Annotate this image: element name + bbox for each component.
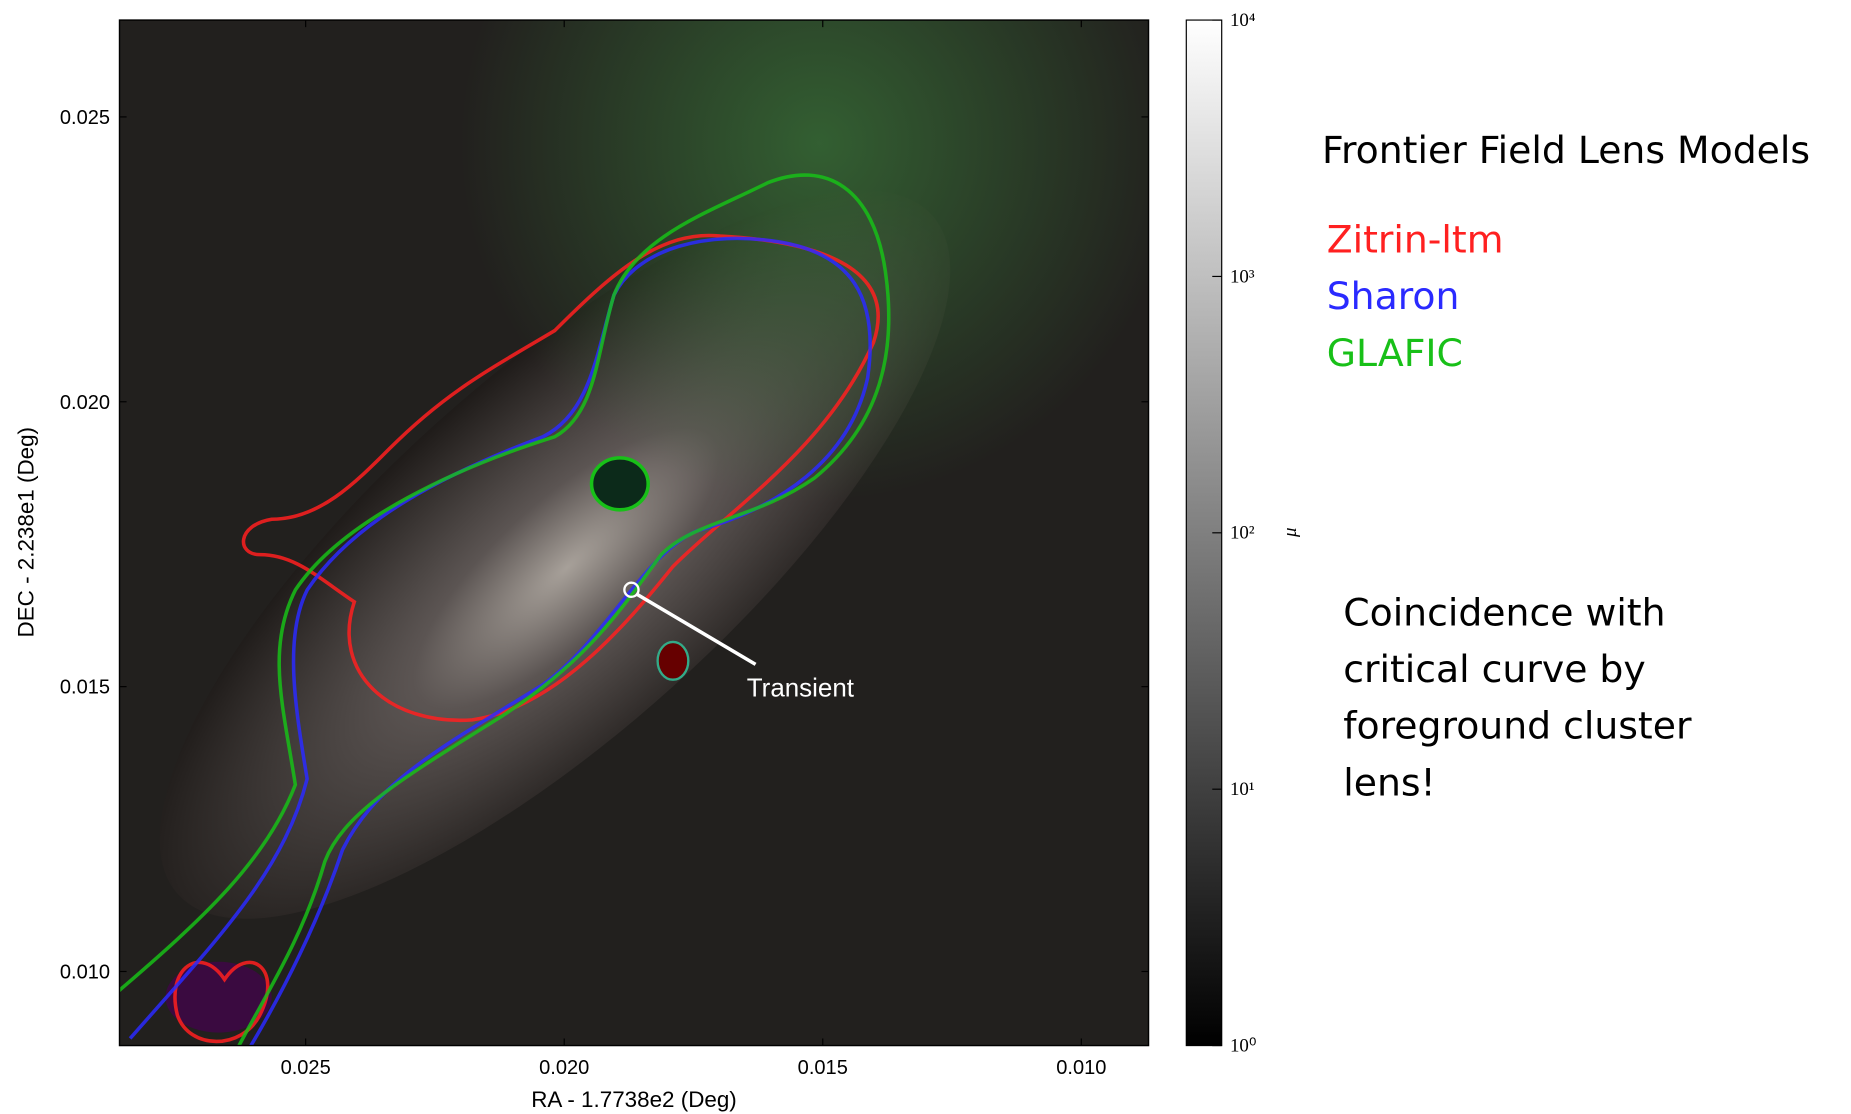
halo — [120, 20, 1149, 1045]
y-tick-label: 0.015 — [60, 677, 110, 699]
y-tick-label: 0.010 — [60, 962, 110, 984]
colorbar-label: μ — [1280, 527, 1301, 537]
chart: Transient 0.025 0.020 0.015 0.010 0.025 0.020… — [0, 0, 1851, 1114]
note: Coincidence with critical curve by foregro… — [1343, 590, 1692, 804]
note-line: critical curve by — [1343, 647, 1646, 691]
legend: Zitrin-ltm Sharon GLAFIC — [1327, 218, 1504, 375]
x-tick-label: 0.010 — [1056, 1057, 1106, 1079]
y-tick-label: 0.025 — [60, 107, 110, 129]
colorbar-tick-label: 10⁰ — [1230, 1035, 1256, 1056]
lens-ring — [658, 642, 689, 680]
note-line: foreground cluster — [1343, 704, 1692, 748]
x-tick-label: 0.020 — [539, 1057, 589, 1079]
x-tick-label: 0.015 — [798, 1057, 848, 1079]
annotation-text: Transient — [747, 672, 855, 702]
colorbar-tick-label: 10² — [1230, 523, 1255, 544]
y-axis-label: DEC - 2.238e1 (Deg) — [13, 427, 38, 637]
legend-entry: GLAFIC — [1327, 331, 1463, 375]
note-line: lens! — [1343, 760, 1435, 804]
map — [59, 20, 1148, 1062]
legend-entry: Sharon — [1327, 274, 1460, 318]
legend-entry: Zitrin-ltm — [1327, 218, 1504, 262]
colorbar-tick-label: 10³ — [1230, 266, 1255, 287]
lens-ring — [592, 458, 649, 510]
x-tick-label: 0.025 — [281, 1057, 331, 1079]
x-axis-label: RA - 1.7738e2 (Deg) — [531, 1087, 737, 1112]
colorbar-tick-label: 10⁴ — [1230, 10, 1256, 31]
note-line: Coincidence with — [1343, 590, 1665, 634]
y-tick-label: 0.020 — [60, 392, 110, 414]
colorbar-tick-label: 10¹ — [1230, 779, 1255, 800]
legend-title: Frontier Field Lens Models — [1322, 128, 1810, 172]
